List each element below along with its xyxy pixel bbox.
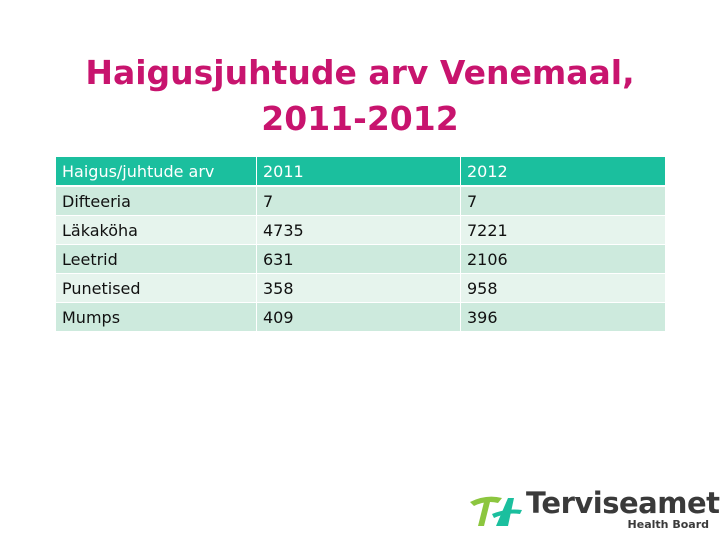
table-row: Punetised 358 958 xyxy=(55,273,666,303)
cell-disease: Punetised xyxy=(55,273,257,303)
cell-disease: Leetrid xyxy=(55,244,257,274)
cell-2012: 7221 xyxy=(460,215,666,245)
cell-2011: 7 xyxy=(256,185,461,216)
slide-title: Haigusjuhtude arv Venemaal, 2011-2012 xyxy=(0,50,720,142)
table-row: Mumps 409 396 xyxy=(55,302,666,332)
cell-2012: 2106 xyxy=(460,244,666,274)
cell-disease: Läkaköha xyxy=(55,215,257,245)
logo-subtitle: Health Board xyxy=(627,518,709,531)
logo-name: Terviseamet xyxy=(526,486,720,520)
cell-2011: 631 xyxy=(256,244,461,274)
terviseamet-logo-icon xyxy=(470,496,522,526)
cases-table: Haigus/juhtude arv 2011 2012 Difteeria 7… xyxy=(55,156,666,332)
header-2011: 2011 xyxy=(256,156,461,187)
header-disease: Haigus/juhtude arv xyxy=(55,156,257,187)
table-row: Leetrid 631 2106 xyxy=(55,244,666,274)
cell-2012: 396 xyxy=(460,302,666,332)
cell-2012: 958 xyxy=(460,273,666,303)
cell-2012: 7 xyxy=(460,185,666,216)
cell-2011: 409 xyxy=(256,302,461,332)
slide-title-line-1: Haigusjuhtude arv Venemaal, xyxy=(85,53,635,92)
table-header-row: Haigus/juhtude arv 2011 2012 xyxy=(55,156,666,187)
cell-2011: 4735 xyxy=(256,215,461,245)
header-2012: 2012 xyxy=(460,156,666,187)
cell-2011: 358 xyxy=(256,273,461,303)
table-row: Difteeria 7 7 xyxy=(55,185,666,216)
cell-disease: Difteeria xyxy=(55,185,257,216)
cell-disease: Mumps xyxy=(55,302,257,332)
terviseamet-logo: Terviseamet Health Board xyxy=(468,486,720,534)
table-row: Läkaköha 4735 7221 xyxy=(55,215,666,245)
slide-title-line-2: 2011-2012 xyxy=(261,99,459,138)
